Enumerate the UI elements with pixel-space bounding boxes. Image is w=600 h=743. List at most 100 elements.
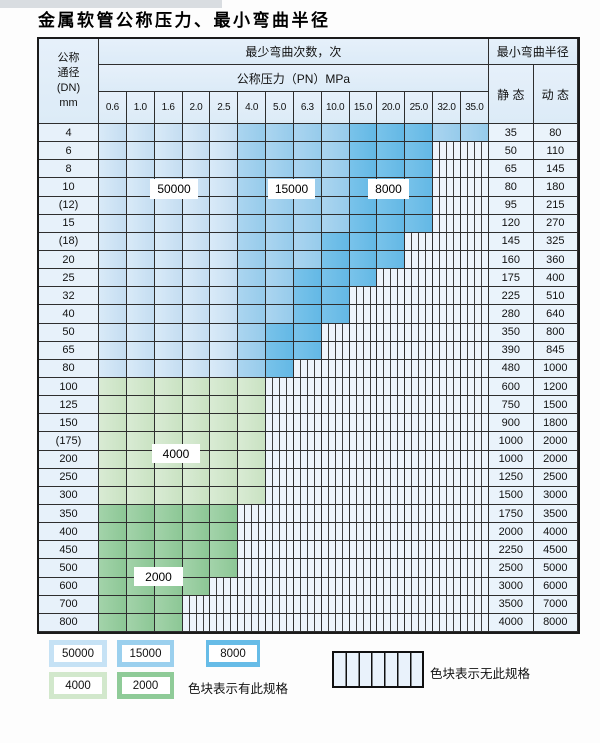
cell-has-spec bbox=[377, 142, 406, 161]
static-radius-value: 1000 bbox=[488, 450, 534, 469]
cell-has-spec bbox=[266, 196, 294, 215]
cell-no-spec bbox=[238, 541, 267, 560]
cell-no-spec bbox=[349, 486, 378, 505]
cell-has-spec bbox=[321, 250, 350, 270]
cell-no-spec bbox=[460, 250, 489, 270]
cell-has-spec bbox=[377, 250, 406, 270]
cell-has-spec bbox=[154, 124, 183, 143]
dynamic-radius-value: 7000 bbox=[533, 595, 578, 614]
cell-no-spec bbox=[405, 250, 434, 270]
dynamic-radius-value: 180 bbox=[533, 178, 578, 197]
cell-has-spec bbox=[293, 250, 322, 270]
pressure-header-15.0: 15.0 bbox=[349, 92, 378, 124]
pressure-header-2.0: 2.0 bbox=[182, 92, 211, 124]
cell-has-spec bbox=[321, 124, 350, 143]
cell-has-spec bbox=[99, 577, 127, 596]
zone-label-15000: 15000 bbox=[268, 179, 315, 199]
cell-has-spec bbox=[293, 323, 322, 342]
cell-has-spec bbox=[126, 523, 155, 542]
cell-no-spec bbox=[321, 613, 350, 632]
cell-no-spec bbox=[433, 504, 461, 524]
cell-no-spec bbox=[405, 305, 434, 324]
cell-has-spec bbox=[293, 196, 322, 215]
cell-no-spec bbox=[405, 486, 434, 505]
pressure-header-25.0: 25.0 bbox=[405, 92, 434, 124]
cell-no-spec bbox=[377, 305, 406, 324]
cell-has-spec bbox=[99, 377, 127, 397]
cell-has-spec bbox=[238, 142, 267, 161]
dynamic-radius-value: 800 bbox=[533, 323, 578, 342]
cell-no-spec bbox=[349, 323, 378, 342]
cell-no-spec bbox=[293, 504, 322, 524]
cell-no-spec bbox=[377, 559, 406, 578]
cell-no-spec bbox=[433, 523, 461, 542]
static-radius-value: 225 bbox=[488, 287, 534, 306]
cell-has-spec bbox=[182, 196, 211, 215]
cell-has-spec bbox=[238, 287, 267, 306]
cell-no-spec bbox=[377, 432, 406, 451]
cell-has-spec bbox=[126, 613, 155, 632]
cell-no-spec bbox=[266, 559, 294, 578]
cell-no-spec bbox=[293, 595, 322, 614]
cell-has-spec bbox=[238, 323, 267, 342]
pressure-header-1.0: 1.0 bbox=[126, 92, 155, 124]
cell-no-spec bbox=[349, 541, 378, 560]
cell-no-spec bbox=[460, 595, 489, 614]
dynamic-radius-value: 400 bbox=[533, 269, 578, 288]
pressure-header-10.0: 10.0 bbox=[321, 92, 350, 124]
dynamic-radius-value: 845 bbox=[533, 341, 578, 360]
cell-no-spec bbox=[349, 287, 378, 306]
cell-no-spec bbox=[405, 504, 434, 524]
pressure-header-2.5: 2.5 bbox=[210, 92, 239, 124]
cell-has-spec bbox=[210, 504, 239, 524]
cell-no-spec bbox=[293, 377, 322, 397]
cell-no-spec bbox=[321, 559, 350, 578]
cell-no-spec bbox=[182, 613, 211, 632]
cell-no-spec bbox=[293, 396, 322, 415]
cell-no-spec bbox=[377, 377, 406, 397]
cell-no-spec bbox=[405, 577, 434, 596]
cell-has-spec bbox=[238, 468, 267, 487]
cell-has-spec bbox=[154, 323, 183, 342]
static-radius-value: 2500 bbox=[488, 559, 534, 578]
cell-has-spec bbox=[210, 359, 239, 378]
cell-no-spec bbox=[321, 396, 350, 415]
cell-no-spec bbox=[293, 468, 322, 487]
cell-no-spec bbox=[321, 486, 350, 505]
cell-has-spec bbox=[321, 142, 350, 161]
cell-has-spec bbox=[182, 523, 211, 542]
dn-row-label: 150 bbox=[39, 414, 99, 433]
cell-has-spec bbox=[266, 323, 294, 342]
cell-no-spec bbox=[460, 305, 489, 324]
pressure-header-0.6: 0.6 bbox=[99, 92, 127, 124]
cell-no-spec bbox=[293, 414, 322, 433]
cell-has-spec bbox=[99, 196, 127, 215]
dn-row-label: 200 bbox=[39, 450, 99, 469]
cell-has-spec bbox=[99, 124, 127, 143]
cell-no-spec bbox=[377, 468, 406, 487]
cell-no-spec bbox=[405, 359, 434, 378]
cell-has-spec bbox=[182, 541, 211, 560]
cell-has-spec bbox=[99, 468, 127, 487]
cell-no-spec bbox=[405, 287, 434, 306]
cell-no-spec bbox=[349, 468, 378, 487]
cell-has-spec bbox=[210, 250, 239, 270]
cell-has-spec bbox=[238, 359, 267, 378]
cell-no-spec bbox=[460, 323, 489, 342]
cell-has-spec bbox=[377, 124, 406, 143]
cell-has-spec bbox=[266, 359, 294, 378]
cell-no-spec bbox=[433, 287, 461, 306]
cell-has-spec bbox=[238, 450, 267, 469]
cell-has-spec bbox=[321, 214, 350, 233]
cell-no-spec bbox=[238, 595, 267, 614]
cell-has-spec bbox=[238, 486, 267, 505]
cell-no-spec bbox=[405, 323, 434, 342]
cell-has-spec bbox=[293, 160, 322, 179]
static-radius-value: 2250 bbox=[488, 541, 534, 560]
cell-has-spec bbox=[182, 269, 211, 288]
cell-no-spec bbox=[460, 396, 489, 415]
cell-has-spec bbox=[99, 359, 127, 378]
cell-has-spec bbox=[99, 323, 127, 342]
cell-no-spec bbox=[433, 432, 461, 451]
cell-has-spec bbox=[349, 160, 378, 179]
